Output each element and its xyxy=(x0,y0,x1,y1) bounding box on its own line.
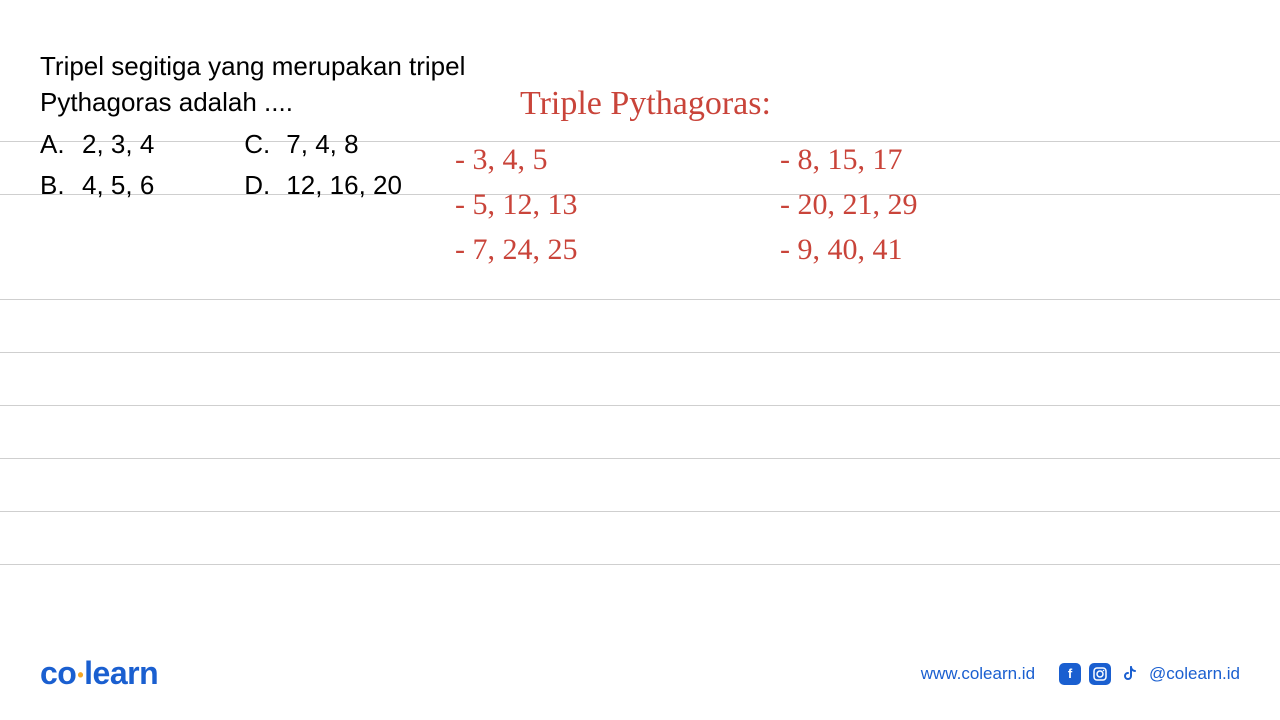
handwriting-item: - 7, 24, 25 xyxy=(455,230,578,269)
handwriting-item: - 8, 15, 17 xyxy=(780,140,918,179)
option-letter: A. xyxy=(40,129,64,160)
logo: co•learn xyxy=(40,655,158,692)
question-line1: Tripel segitiga yang merupakan tripel xyxy=(40,48,1240,84)
footer: co•learn www.colearn.id f @colearn.id xyxy=(0,655,1280,692)
rule-line xyxy=(0,458,1280,459)
rule-line xyxy=(0,511,1280,512)
option-b: B. 4, 5, 6 xyxy=(40,170,154,201)
rule-line xyxy=(0,405,1280,406)
logo-suffix: learn xyxy=(84,655,158,691)
handwriting-item: - 20, 21, 29 xyxy=(780,185,918,224)
website-url: www.colearn.id xyxy=(921,664,1035,684)
footer-right: www.colearn.id f @colearn.id xyxy=(921,663,1240,685)
instagram-icon xyxy=(1089,663,1111,685)
option-c: C. 7, 4, 8 xyxy=(244,129,402,160)
tiktok-icon xyxy=(1119,663,1141,685)
option-letter: C. xyxy=(244,129,268,160)
option-value: 7, 4, 8 xyxy=(286,129,358,160)
option-value: 12, 16, 20 xyxy=(286,170,402,201)
facebook-glyph: f xyxy=(1068,666,1072,681)
option-value: 4, 5, 6 xyxy=(82,170,154,201)
options-grid: A. 2, 3, 4 B. 4, 5, 6 C. 7, 4, 8 D. 12, … xyxy=(40,129,1240,201)
handwriting-title: Triple Pythagoras: xyxy=(520,82,771,126)
logo-dot-icon: • xyxy=(77,665,83,685)
logo-prefix: co xyxy=(40,655,76,691)
option-value: 2, 3, 4 xyxy=(82,129,154,160)
options-col-right: C. 7, 4, 8 D. 12, 16, 20 xyxy=(244,129,402,201)
handwriting-col1: - 3, 4, 5 - 5, 12, 13 - 7, 24, 25 xyxy=(455,140,578,275)
handwriting-item: - 9, 40, 41 xyxy=(780,230,918,269)
rule-line xyxy=(0,299,1280,300)
social-icons: f @colearn.id xyxy=(1059,663,1240,685)
options-col-left: A. 2, 3, 4 B. 4, 5, 6 xyxy=(40,129,154,201)
instagram-svg xyxy=(1093,667,1107,681)
handwriting-item: - 3, 4, 5 xyxy=(455,140,578,179)
option-letter: D. xyxy=(244,170,268,201)
handwriting-col2: - 8, 15, 17 - 20, 21, 29 - 9, 40, 41 xyxy=(780,140,918,275)
rule-line xyxy=(0,564,1280,565)
rule-line xyxy=(0,352,1280,353)
option-letter: B. xyxy=(40,170,64,201)
option-d: D. 12, 16, 20 xyxy=(244,170,402,201)
social-handle: @colearn.id xyxy=(1149,664,1240,684)
tiktok-svg xyxy=(1120,664,1140,684)
facebook-icon: f xyxy=(1059,663,1081,685)
handwriting-item: - 5, 12, 13 xyxy=(455,185,578,224)
option-a: A. 2, 3, 4 xyxy=(40,129,154,160)
